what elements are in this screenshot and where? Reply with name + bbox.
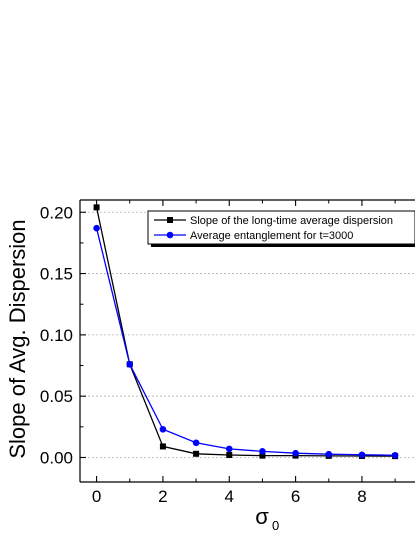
data-point-square (259, 452, 266, 459)
data-point-circle (126, 360, 134, 368)
data-point-square (226, 452, 233, 459)
legend-marker-circle (166, 231, 174, 239)
x-tick-label: 0 (92, 487, 101, 506)
data-point-square (193, 450, 200, 457)
grid-lines (80, 211, 415, 458)
axes-frame (79, 199, 415, 483)
x-tick-label: 2 (158, 487, 167, 506)
x-axis-label-subscript: 0 (272, 518, 279, 533)
data-point-circle (391, 451, 399, 459)
data-point-circle (159, 425, 167, 433)
data-point-circle (358, 451, 366, 459)
y-tick-label: 0.15 (40, 265, 73, 284)
legend-box (147, 210, 415, 245)
y-axis-label: Slope of Avg. Dispersion (5, 219, 30, 458)
series-line-2 (95, 228, 396, 456)
data-point-circle (259, 448, 266, 455)
data-point-square (93, 204, 100, 211)
y-tick-label: 0.05 (40, 387, 73, 406)
legend-marker-square (167, 217, 173, 223)
y-tick-label: 0.20 (40, 203, 73, 222)
y-tick-label: 0.00 (40, 448, 73, 467)
x-axis-label: σ (255, 504, 269, 529)
legend-label: Average entanglement for t=3000 (190, 230, 353, 242)
data-point-circle (292, 449, 299, 457)
x-tick-label: 6 (291, 487, 300, 506)
data-point-circle (192, 439, 200, 447)
series-line-1 (95, 207, 396, 457)
data-point-circle (325, 450, 333, 458)
x-tick-label: 4 (225, 487, 234, 506)
series-layer (93, 204, 399, 460)
data-point-circle (93, 224, 100, 232)
x-tick-label: 8 (357, 487, 366, 506)
data-point-square (159, 443, 166, 450)
legend-label: Slope of the long-time average dispersio… (190, 215, 393, 227)
y-tick-label: 0.10 (40, 326, 73, 345)
tick-labels: 0.00 0.05 0.10 0.15 0.20 0 2 4 6 8 (40, 203, 367, 506)
legend: Slope of the long-time average dispersio… (147, 210, 415, 247)
data-point-circle (225, 445, 233, 453)
